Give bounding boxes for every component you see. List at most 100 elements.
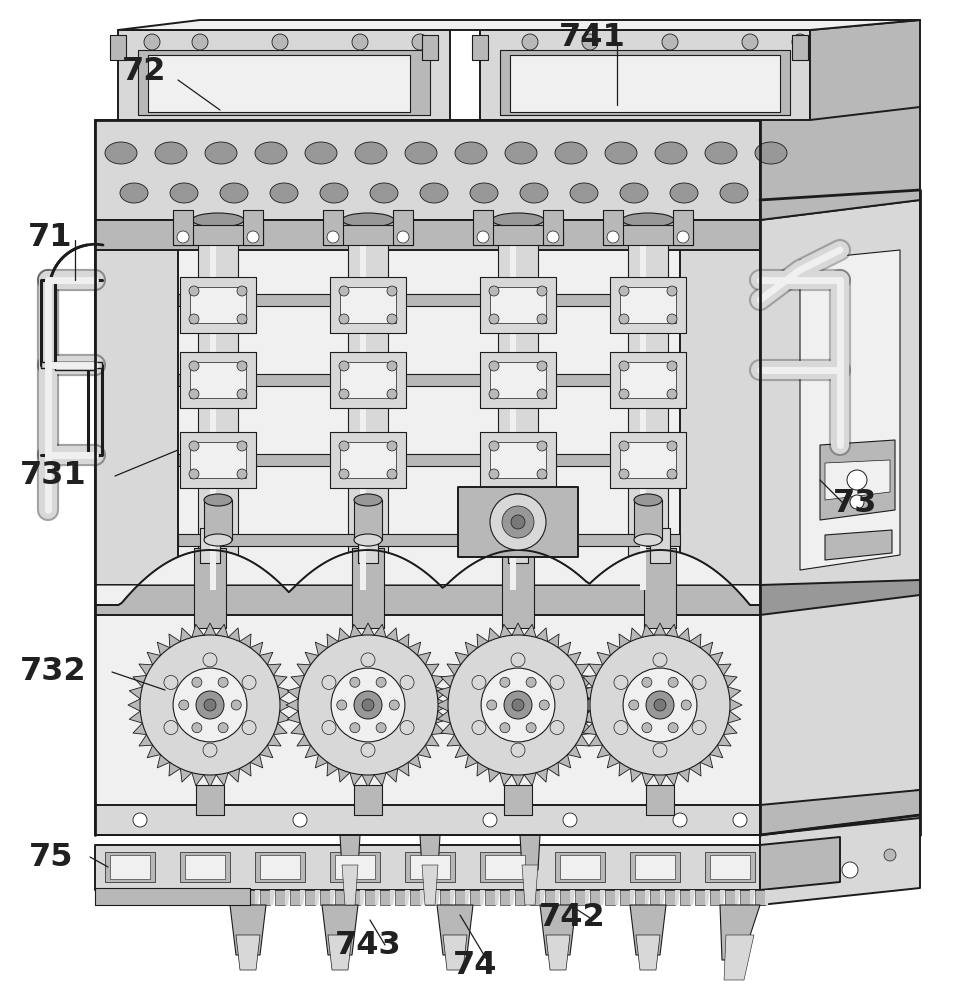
Polygon shape [180,890,185,905]
Ellipse shape [354,534,382,546]
Circle shape [502,506,534,538]
Polygon shape [630,890,635,905]
Polygon shape [41,362,102,368]
Circle shape [189,389,199,399]
Polygon shape [340,287,396,323]
Circle shape [397,231,409,243]
Circle shape [144,34,160,50]
Polygon shape [725,890,735,905]
Polygon shape [490,362,546,398]
Circle shape [196,691,224,719]
Circle shape [681,700,692,710]
Text: 74: 74 [453,950,498,980]
Polygon shape [255,890,260,905]
Text: 731: 731 [20,460,87,491]
Circle shape [140,635,280,775]
Polygon shape [410,890,420,905]
Ellipse shape [355,142,387,164]
Circle shape [298,635,438,775]
Polygon shape [204,500,232,540]
Text: 741: 741 [559,21,625,52]
Polygon shape [436,623,600,787]
Circle shape [489,389,499,399]
Circle shape [842,862,858,878]
Polygon shape [375,890,380,905]
Circle shape [339,361,349,371]
Polygon shape [485,890,495,905]
Polygon shape [525,890,530,905]
Polygon shape [165,890,170,905]
Polygon shape [323,210,343,245]
Circle shape [667,469,677,479]
Polygon shape [650,890,660,905]
Polygon shape [380,890,390,905]
Text: 73: 73 [833,488,878,518]
Polygon shape [760,585,920,815]
Polygon shape [243,210,263,245]
Circle shape [537,469,547,479]
Polygon shape [610,352,686,408]
Ellipse shape [170,183,198,203]
Ellipse shape [370,183,398,203]
Circle shape [133,813,147,827]
Ellipse shape [204,494,232,506]
Circle shape [339,389,349,399]
Polygon shape [95,890,105,905]
Circle shape [504,691,532,719]
Polygon shape [335,890,345,905]
Polygon shape [405,852,455,882]
Ellipse shape [155,142,187,164]
Circle shape [362,699,374,711]
Circle shape [179,700,189,710]
Polygon shape [95,550,760,605]
Ellipse shape [405,142,437,164]
Circle shape [742,34,758,50]
Polygon shape [644,548,676,628]
Polygon shape [560,890,570,905]
Circle shape [189,469,199,479]
Polygon shape [455,890,465,905]
Polygon shape [194,548,226,628]
Polygon shape [328,935,352,970]
Polygon shape [500,50,790,115]
Polygon shape [705,852,755,882]
Circle shape [387,361,397,371]
Polygon shape [180,352,256,408]
Polygon shape [330,890,335,905]
Polygon shape [620,362,676,398]
Polygon shape [600,890,605,905]
Circle shape [237,469,247,479]
Polygon shape [190,362,246,398]
Circle shape [203,743,217,757]
Polygon shape [215,890,225,905]
Circle shape [654,699,666,711]
Text: 75: 75 [28,842,73,872]
Ellipse shape [220,183,248,203]
Circle shape [619,286,629,296]
Circle shape [500,677,509,687]
Polygon shape [510,225,516,590]
Polygon shape [680,890,690,905]
Circle shape [237,389,247,399]
Polygon shape [465,890,470,905]
Polygon shape [603,225,693,245]
Polygon shape [118,20,920,30]
Polygon shape [470,890,480,905]
Polygon shape [330,352,406,408]
Circle shape [339,441,349,451]
Polygon shape [125,890,135,905]
Polygon shape [760,837,840,890]
Circle shape [189,361,199,371]
Polygon shape [255,852,305,882]
Polygon shape [636,935,660,970]
Circle shape [361,653,375,667]
Circle shape [733,813,747,827]
Polygon shape [545,890,555,905]
Polygon shape [650,528,670,563]
Polygon shape [498,225,538,590]
Polygon shape [490,287,546,323]
Polygon shape [195,890,200,905]
Polygon shape [305,890,315,905]
Polygon shape [425,890,435,905]
Circle shape [673,813,687,827]
